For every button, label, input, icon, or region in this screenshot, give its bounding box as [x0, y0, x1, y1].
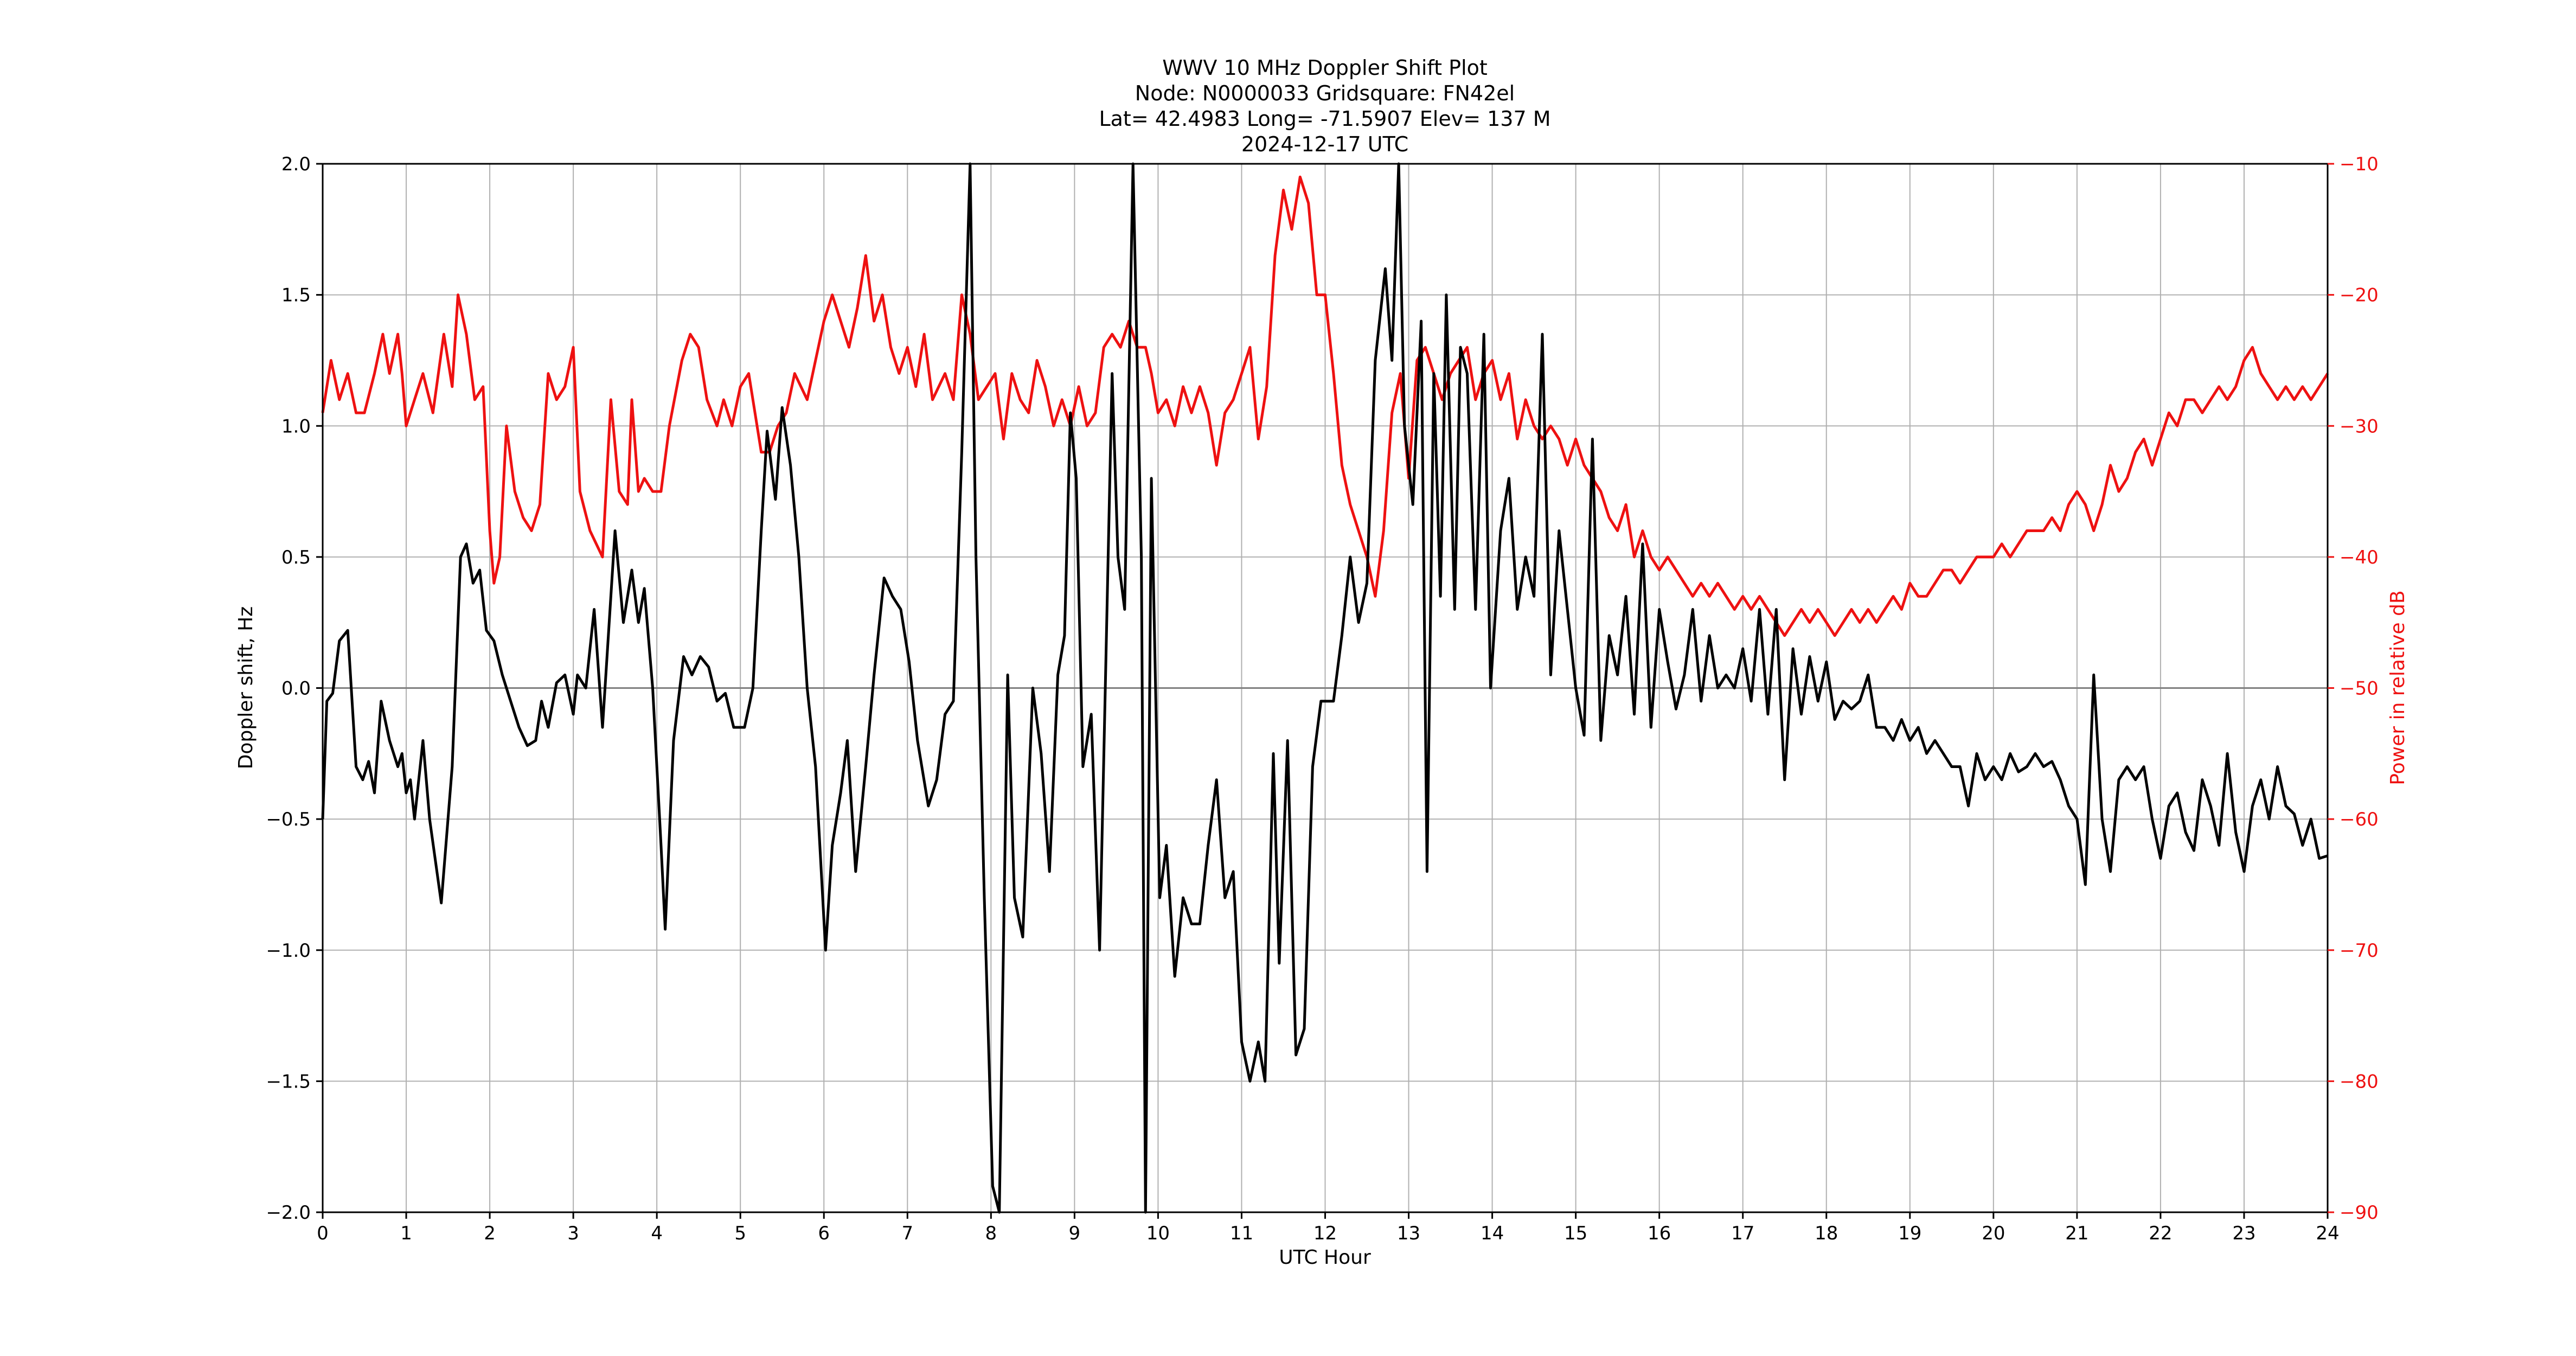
x-tick-label: 6	[818, 1223, 830, 1244]
left-y-tick-label: −2.0	[266, 1202, 311, 1224]
x-tick-label: 21	[2065, 1223, 2088, 1244]
title-line-1: WWV 10 MHz Doppler Shift Plot	[1162, 56, 1488, 80]
right-y-axis-ticks: −90 −80 −70 −60 −50 −40 −30 −20 −10	[2328, 153, 2379, 1224]
x-tick-label: 11	[1230, 1223, 1253, 1244]
right-y-tick-label: −80	[2340, 1071, 2379, 1092]
x-tick-label: 18	[1815, 1223, 1838, 1244]
title-line-2: Node: N0000033 Gridsquare: FN42el	[1135, 81, 1515, 105]
right-y-tick-label: −30	[2340, 415, 2379, 437]
x-tick-label: 1	[400, 1223, 412, 1244]
left-y-tick-label: −0.5	[266, 809, 311, 830]
chart-title: WWV 10 MHz Doppler Shift Plot Node: N000…	[1099, 56, 1550, 156]
series	[321, 162, 2329, 1214]
left-y-tick-label: 0.0	[281, 678, 311, 700]
x-tick-label: 13	[1397, 1223, 1420, 1244]
x-tick-label: 22	[2149, 1223, 2172, 1244]
x-axis-ticks: 0 1 2 3 4 5 6 7 8 9 10 11 12 13 14 15 16 17 18 19 20 21 22 23 24	[317, 1212, 2340, 1244]
right-y-tick-label: −70	[2340, 940, 2379, 962]
x-tick-label: 5	[734, 1223, 746, 1244]
left-y-tick-label: 1.0	[281, 415, 311, 437]
x-tick-label: 23	[2232, 1223, 2255, 1244]
left-y-tick-label: −1.5	[266, 1071, 311, 1092]
title-line-4: 2024-12-17 UTC	[1241, 132, 1408, 156]
x-tick-label: 14	[1481, 1223, 1504, 1244]
x-tick-label: 16	[1648, 1223, 1671, 1244]
x-tick-label: 15	[1564, 1223, 1587, 1244]
x-tick-label: 12	[1313, 1223, 1337, 1244]
left-y-axis-ticks: −2.0 −1.5 −1.0 −0.5 0.0 0.5 1.0 1.5 2.0	[266, 153, 323, 1224]
left-y-tick-label: 0.5	[281, 547, 311, 568]
x-tick-label: 24	[2316, 1223, 2339, 1244]
right-y-tick-label: −10	[2340, 153, 2379, 175]
x-tick-label: 2	[484, 1223, 496, 1244]
series-line-doppler	[321, 162, 2328, 1214]
x-tick-label: 9	[1069, 1223, 1081, 1244]
left-y-tick-label: 2.0	[281, 153, 311, 175]
x-tick-label: 4	[651, 1223, 663, 1244]
x-tick-label: 10	[1146, 1223, 1170, 1244]
right-y-axis-label: Power in relative dB	[2387, 590, 2409, 785]
x-tick-label: 8	[985, 1223, 997, 1244]
left-y-tick-label: −1.0	[266, 940, 311, 962]
series-line-power	[321, 175, 2329, 637]
right-y-tick-label: −40	[2340, 547, 2379, 568]
x-axis-label: UTC Hour	[1279, 1246, 1371, 1269]
right-y-tick-label: −90	[2340, 1202, 2379, 1224]
right-y-tick-label: −20	[2340, 285, 2379, 306]
right-y-tick-label: −50	[2340, 678, 2379, 700]
x-tick-label: 20	[1982, 1223, 2005, 1244]
x-tick-label: 3	[567, 1223, 579, 1244]
right-y-tick-label: −60	[2340, 809, 2379, 830]
x-tick-label: 7	[901, 1223, 913, 1244]
title-line-3: Lat= 42.4983 Long= -71.5907 Elev= 137 M	[1099, 107, 1550, 131]
x-tick-label: 17	[1731, 1223, 1754, 1244]
left-y-axis-label: Doppler shift, Hz	[235, 606, 257, 769]
left-y-tick-label: 1.5	[281, 285, 311, 306]
x-tick-label: 0	[317, 1223, 329, 1244]
x-tick-label: 19	[1898, 1223, 1921, 1244]
